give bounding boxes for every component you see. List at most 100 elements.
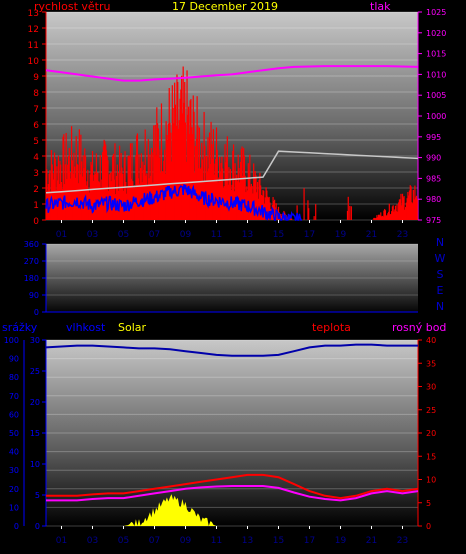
rain-tick-label: 70	[9, 392, 19, 401]
dewpoint-line	[46, 485, 419, 502]
top-right-tick-label: 985	[426, 174, 441, 183]
bottom-x-tick-label: 11	[211, 536, 222, 546]
top-x-tick-label: 21	[366, 230, 377, 240]
rain-tick-label: 10	[9, 503, 19, 512]
pressure-label: tlak	[370, 0, 391, 13]
top-left-tick-label: 3	[33, 169, 39, 179]
wind-speed-label: rychlost větru	[34, 0, 110, 13]
temp-tick-label: 15	[426, 452, 436, 461]
rain-tick-label: 80	[9, 373, 19, 382]
top-right-tick-label: 995	[426, 133, 441, 142]
bottom-x-tick-label: 15	[273, 536, 284, 546]
top-right-tick-label: 1005	[426, 91, 446, 100]
rain-tick-label: 30	[9, 466, 19, 475]
wind-direction-plot-area	[46, 244, 418, 312]
compass-label: W	[435, 252, 446, 265]
top-left-tick-label: 10	[28, 57, 40, 67]
rain-tick-label: 20	[9, 485, 19, 494]
compass-label: E	[437, 284, 444, 297]
temp-tick-label: 0	[426, 522, 431, 531]
rain-tick-label: 40	[9, 448, 19, 457]
humidity-tick-label: 5	[35, 491, 40, 500]
bottom-x-tick-label: 19	[335, 536, 347, 546]
bottom-x-tick-label: 03	[87, 536, 98, 546]
top-right-tick-label: 1015	[426, 50, 446, 59]
top-left-tick-label: 5	[33, 137, 39, 147]
top-x-tick-label: 07	[149, 230, 160, 240]
temp-tick-label: 5	[426, 499, 431, 508]
top-x-tick-label: 03	[87, 230, 98, 240]
top-x-tick-label: 05	[118, 230, 129, 240]
temperature-label: teplota	[312, 321, 351, 334]
top-x-tick-label: 09	[180, 230, 192, 240]
rain-tick-label: 60	[9, 410, 19, 419]
bottom-x-tick-label: 17	[304, 536, 315, 546]
top-left-tick-label: 9	[33, 73, 39, 83]
top-x-tick-label: 17	[304, 230, 315, 240]
mid-left-tick-label: 360	[24, 240, 39, 249]
bottom-x-tick-label: 23	[397, 536, 408, 546]
top-right-tick-label: 1025	[426, 8, 446, 17]
top-left-tick-label: 12	[28, 25, 39, 35]
bottom-x-tick-label: 09	[180, 536, 192, 546]
temp-tick-label: 25	[426, 406, 436, 415]
top-left-tick-label: 7	[33, 105, 39, 115]
pressure-line	[45, 65, 419, 82]
top-x-tick-label: 01	[56, 230, 67, 240]
top-left-tick-label: 4	[33, 153, 39, 163]
top-left-tick-label: 2	[33, 185, 39, 195]
top-x-tick-label: 13	[242, 230, 253, 240]
humidity-label: vlhkost	[66, 321, 106, 334]
rain-tick-label: 100	[4, 336, 19, 345]
top-left-tick-label: 1	[33, 201, 39, 211]
humidity-tick-label: 15	[30, 429, 40, 438]
bottom-x-tick-label: 13	[242, 536, 253, 546]
top-x-tick-label: 11	[211, 230, 222, 240]
top-x-tick-label: 19	[335, 230, 347, 240]
top-right-tick-label: 1010	[426, 70, 446, 79]
mid-left-tick-label: 180	[24, 274, 39, 283]
temp-tick-label: 10	[426, 476, 436, 485]
bottom-x-tick-label: 07	[149, 536, 160, 546]
humidity-tick-label: 10	[30, 460, 40, 469]
wind-low-line	[45, 184, 302, 222]
date-label: 17 December 2019	[172, 0, 278, 13]
dewpoint-label: rosný bod	[392, 321, 446, 334]
mid-left-tick-label: 0	[34, 308, 39, 317]
top-left-tick-label: 13	[28, 9, 39, 19]
humidity-tick-label: 30	[30, 336, 40, 345]
wind-average-line	[45, 150, 419, 194]
humidity-tick-label: 20	[30, 398, 40, 407]
rain-label: srážky	[2, 321, 38, 334]
mid-left-tick-label: 270	[24, 257, 39, 266]
top-left-tick-label: 8	[33, 89, 39, 99]
rain-tick-label: 90	[9, 355, 19, 364]
top-left-tick-label: 11	[28, 41, 39, 51]
compass-label: N	[436, 300, 444, 313]
top-left-tick-label: 0	[33, 217, 39, 227]
compass-label: S	[437, 268, 444, 281]
temp-tick-label: 35	[426, 359, 436, 368]
temp-tick-label: 40	[426, 336, 436, 345]
top-left-tick-label: 6	[33, 121, 39, 131]
solar-label: Solar	[118, 321, 147, 334]
top-right-tick-label: 975	[426, 216, 441, 225]
bottom-x-tick-label: 01	[56, 536, 67, 546]
bottom-x-tick-label: 21	[366, 536, 377, 546]
rain-tick-label: 0	[14, 522, 19, 531]
top-right-tick-label: 1000	[426, 112, 446, 121]
humidity-tick-label: 0	[35, 522, 40, 531]
top-right-tick-label: 990	[426, 154, 441, 163]
humidity-tick-label: 25	[30, 367, 40, 376]
rain-tick-label: 50	[9, 429, 19, 438]
top-right-tick-label: 1020	[426, 29, 446, 38]
top-x-tick-label: 23	[397, 230, 408, 240]
temperature-line	[46, 473, 419, 500]
top-right-tick-label: 980	[426, 195, 441, 204]
temp-tick-label: 20	[426, 429, 436, 438]
top-x-tick-label: 15	[273, 230, 284, 240]
temp-tick-label: 30	[426, 383, 436, 392]
bottom-x-tick-label: 05	[118, 536, 129, 546]
humidity-line	[45, 343, 418, 357]
